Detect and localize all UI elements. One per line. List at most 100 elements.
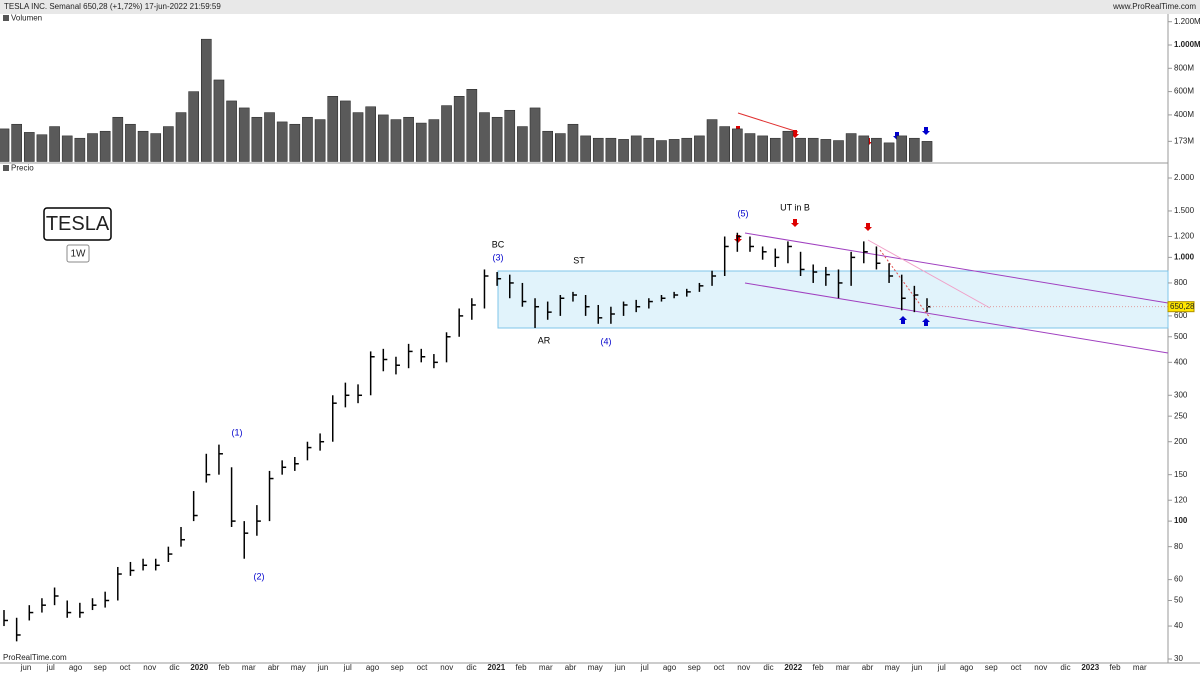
volume-bar — [0, 128, 10, 162]
x-tick-label: mar — [242, 663, 256, 672]
x-tick-label: oct — [1011, 663, 1022, 672]
volume-bar — [466, 89, 478, 162]
x-tick-label: jul — [640, 663, 649, 672]
annotation: (3) — [493, 252, 504, 262]
y-tick-label: 800M — [1174, 63, 1194, 72]
x-tick-label: abr — [862, 663, 874, 672]
annotation: (5) — [738, 208, 749, 218]
timeframe-box — [66, 244, 90, 263]
volume-bar — [276, 121, 288, 162]
volume-bar — [125, 123, 136, 162]
volume-bar — [87, 133, 98, 162]
x-tick-label: mar — [1133, 663, 1147, 672]
annotation: AR — [538, 335, 551, 345]
volume-bar — [744, 133, 756, 162]
volume-bar — [769, 137, 781, 162]
volume-bar — [630, 135, 642, 162]
trend-line — [867, 239, 991, 309]
volume-bar — [428, 119, 440, 162]
last-price-label: 650,28 — [1170, 302, 1195, 311]
legend-swatch — [3, 15, 9, 21]
x-tick-label: jul — [343, 663, 352, 672]
x-tick-label: nov — [1034, 663, 1047, 672]
x-tick-label: mar — [836, 663, 850, 672]
x-tick-label: jun — [911, 663, 923, 672]
x-tick-label: oct — [417, 663, 428, 672]
y-tick-label: 40 — [1174, 621, 1183, 630]
x-tick-label: may — [885, 663, 900, 672]
y-tick-label: 2.000 — [1174, 173, 1195, 182]
channel-line — [744, 232, 1169, 304]
volume-bar — [807, 137, 819, 162]
volume-bar — [238, 107, 250, 162]
volume-bar — [858, 135, 870, 162]
x-tick-label: 2020 — [190, 663, 208, 672]
volume-bar — [213, 79, 225, 162]
blue-arrow — [899, 316, 907, 324]
chart-title: TESLA INC. Semanal 650,28 (+1,72%) 17-ju… — [4, 2, 221, 11]
annotation: ST — [573, 255, 585, 265]
symbol: TESLA — [46, 213, 110, 235]
volume-bar — [542, 130, 553, 162]
volume-bar — [529, 107, 541, 162]
annotation: (4) — [601, 336, 612, 346]
volume-bar — [11, 123, 22, 162]
y-tick-label: 500 — [1174, 332, 1188, 341]
y-tick-label: 60 — [1174, 575, 1183, 584]
volume-bar — [757, 135, 768, 162]
volume-bar — [820, 139, 832, 162]
x-tick-label: dic — [1060, 663, 1070, 672]
x-tick-label: jul — [46, 663, 55, 672]
volume-bar — [289, 123, 301, 162]
y-tick-label: 800 — [1174, 278, 1188, 287]
blue-arrow — [922, 127, 930, 135]
x-tick-label: sep — [94, 663, 107, 672]
x-tick-label: jun — [317, 663, 329, 672]
volume-bar — [795, 137, 806, 162]
volume-bar — [605, 137, 617, 162]
volume-bar — [555, 133, 566, 162]
drawings — [737, 112, 1169, 354]
header-bar — [0, 0, 1200, 14]
volume-bar — [782, 130, 794, 162]
volume-bar — [491, 116, 503, 162]
x-tick-label: feb — [812, 663, 824, 672]
x-tick-label: ago — [663, 663, 677, 672]
legend-swatch — [3, 165, 9, 171]
last-price-box — [1167, 301, 1195, 313]
x-tick-label: may — [588, 663, 603, 672]
volume-bar — [681, 137, 693, 162]
annotation: BC — [492, 239, 505, 249]
volume-bar — [36, 134, 48, 162]
x-tick-label: may — [291, 663, 306, 672]
y-tick-label: 150 — [1174, 470, 1188, 479]
volume-bar — [188, 91, 199, 162]
y-tick-label: 1.000 — [1174, 252, 1195, 261]
y-tick-label: 100 — [1174, 516, 1188, 525]
volume-bar — [479, 112, 490, 162]
volume-bar — [833, 140, 844, 162]
volume-bar — [327, 96, 339, 162]
x-tick-label: feb — [1109, 663, 1121, 672]
x-tick-label: 2021 — [487, 663, 505, 672]
y-tick-label: 1.200M — [1174, 17, 1200, 26]
volume-bar — [365, 106, 376, 162]
y-tick-label: 173M — [1174, 136, 1194, 145]
volume-bar — [441, 105, 452, 162]
volume-bar — [340, 100, 351, 162]
volume-bar — [643, 137, 655, 162]
volume-bar — [352, 112, 364, 162]
volume-bar — [61, 135, 73, 162]
volume-bar — [137, 130, 149, 162]
volume-bar — [99, 130, 111, 162]
x-tick-label: nov — [440, 663, 453, 672]
annotation: UT in B — [780, 202, 810, 212]
annotation: (1) — [232, 427, 243, 437]
y-tick-label: 1.000M — [1174, 40, 1200, 49]
y-tick-label: 300 — [1174, 390, 1188, 399]
volume-bar — [200, 38, 212, 162]
volume-bar — [517, 126, 528, 162]
watermark: ProRealTime.com — [3, 653, 67, 662]
volume-trend-line — [737, 112, 799, 133]
